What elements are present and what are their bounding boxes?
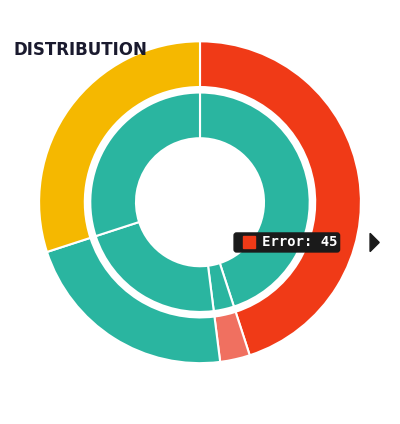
Wedge shape: [208, 263, 234, 311]
Wedge shape: [200, 41, 361, 355]
Wedge shape: [39, 41, 200, 252]
Text: DISTRIBUTION: DISTRIBUTION: [14, 41, 147, 59]
Wedge shape: [47, 238, 220, 363]
Wedge shape: [96, 222, 214, 312]
Polygon shape: [370, 233, 379, 251]
Text: Error: 45: Error: 45: [236, 235, 337, 249]
Wedge shape: [214, 312, 250, 362]
Wedge shape: [200, 92, 310, 307]
Wedge shape: [90, 92, 200, 236]
